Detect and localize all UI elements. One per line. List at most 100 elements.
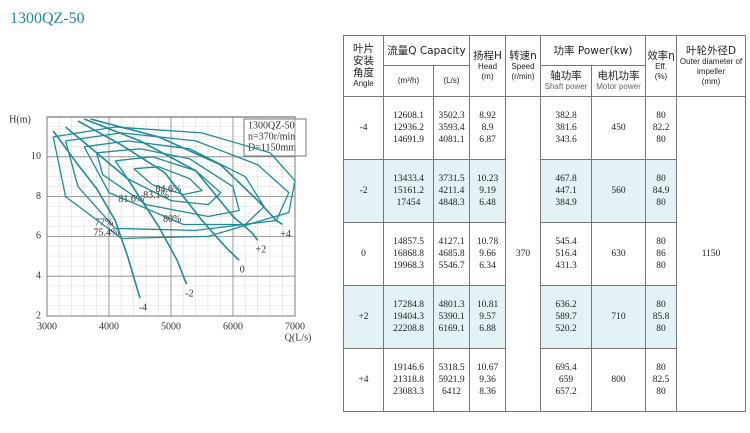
table-cell: 19146.6 21318.8 23083.3 [383,348,434,412]
cell-value: 4685.8 [438,249,465,259]
cell-value: 343.6 [555,135,577,145]
cell-value: 84.9 [652,186,670,196]
cell-value: 13433.4 [393,174,424,184]
x-tick-label: 7000 [285,321,305,332]
y-axis-label: H(m) [9,114,31,125]
cell-value: 3593.4 [438,123,465,133]
table-cell: 12608.1 12936.2 14691.9 [383,96,434,160]
table-cell: 10.81 9.57 6.88 [469,285,506,349]
header-text: 效率η [647,50,675,62]
cell-value: 0 [361,249,366,259]
table-cell: 14857.5 16868.8 19968.3 [383,222,434,286]
header-text: Eff. [655,62,667,71]
cell-value: 384.9 [555,198,577,208]
cell-value: 80 [656,387,666,397]
header-cell: 功率 Power(kw) [539,35,647,66]
table-row: +2 17284.8 19404.3 22208.8 4801.3 5390.1 6169.… [343,285,746,349]
table-cell: 13433.4 15161.2 17454 [383,159,434,223]
header-text: 转速n [509,50,537,62]
curve-label: +2 [255,245,266,256]
cell-value: +4 [358,375,369,385]
cell-value: 630 [611,249,626,259]
y-tick-label: 4 [36,270,41,281]
cell-value: 560 [611,186,626,196]
efficiency-label: 77% [95,218,113,229]
cell-value: 4127.1 [438,237,465,247]
table-cell: 370 [505,96,541,412]
cell-value: 447.1 [555,186,577,196]
cell-value: -4 [359,123,368,133]
cell-value: 8.9 [481,123,494,133]
cell-value: 10.23 [476,174,499,184]
table-row: 0 14857.5 16868.8 19968.3 4127.1 4685.8 5546.7… [343,222,746,286]
cell-value: 80 [656,198,666,208]
cell-value: 467.8 [555,174,577,184]
table-cell: 10.67 9.36 8.36 [469,348,506,412]
header-text: Shaft power [544,82,588,91]
cell-value: 3502.3 [438,111,465,121]
cell-value: 16868.8 [393,249,424,259]
header-text: (%) [654,72,668,81]
cell-value: +2 [358,312,369,322]
table-row: -2 13433.4 15161.2 17454 3731.5 4211.4 4848.3 1… [343,159,746,223]
efficiency-label: 75.4% [94,228,120,239]
table-cell: -4 [343,96,384,160]
cell-value: 545.4 [555,237,577,247]
header-text: Head [477,62,498,71]
cell-value: 695.4 [555,363,577,373]
header-cell: 轴功率 Shaft power [540,65,592,97]
table-cell: 80 85.8 80 [645,285,678,349]
x-tick-label: 6000 [223,321,243,332]
table-cell: 8.92 8.9 6.87 [469,96,506,160]
cell-value: 80 [656,111,666,121]
page-title: 1300QZ-50 [10,10,85,27]
table-row: -4 12608.1 12936.2 14691.9 3502.3 3593.4 4081.… [343,96,747,412]
cell-value: 10.81 [476,300,499,310]
cell-value: 10.78 [476,237,499,247]
y-tick-label: 8 [36,191,41,202]
table-cell: 3502.3 3593.4 4081.1 [433,96,470,160]
table-cell: 80 86 80 [645,222,678,286]
cell-value: 9.19 [479,186,496,196]
efficiency-label: 80% [163,214,181,225]
cell-value: 6.48 [479,198,496,208]
y-tick-label: 2 [36,310,41,321]
cell-value: 10.67 [476,363,499,373]
x-tick-label: 5000 [161,321,181,332]
cell-value: 86 [656,249,666,259]
cell-value: 5390.1 [438,312,465,322]
efficiency-label: 81.6% [118,194,144,205]
cell-value: 382.8 [555,111,577,121]
curve-label: 0 [240,265,245,276]
header-text: 电机功率 [597,70,640,82]
cell-value: 636.2 [555,300,577,310]
efficiency-curve [52,126,296,240]
table-cell: 3731.5 4211.4 4848.3 [433,159,470,223]
header-text: Outer diameter of impeller [679,57,743,76]
info-text: 1300QZ-50 [248,120,295,131]
curve-label: -4 [139,302,147,313]
cell-value: 80 [656,363,666,373]
header-text: 扬程H [473,50,502,62]
header-cell: 叶轮外径D Outer diameter of impeller (mm) [676,35,747,97]
table-cell: 467.8 447.1 384.9 [540,159,592,223]
cell-value: 6169.1 [438,324,465,334]
table-cell: 695.4 659 657.2 [540,348,592,412]
cell-value: 14857.5 [393,237,424,247]
cell-value: 4081.1 [438,135,465,145]
table-cell: 17284.8 19404.3 22208.8 [383,285,434,349]
table-cell: 80 82.5 80 [645,348,678,412]
header-text: Speed [511,62,535,71]
cell-value: 4211.4 [438,186,465,196]
header-cell: 扬程H Head (m) [469,35,506,97]
cell-value: 17454 [396,198,421,208]
table-cell: 80 84.9 80 [645,159,678,223]
header-text: Motor power [596,82,641,91]
cell-value: -2 [359,186,368,196]
cell-value: 5921.9 [438,375,465,385]
header-cell: (L/s) [433,65,470,97]
y-tick-label: 10 [31,151,41,162]
header-text: 叶轮外径D [685,45,737,57]
table-cell: 450 [590,96,647,160]
